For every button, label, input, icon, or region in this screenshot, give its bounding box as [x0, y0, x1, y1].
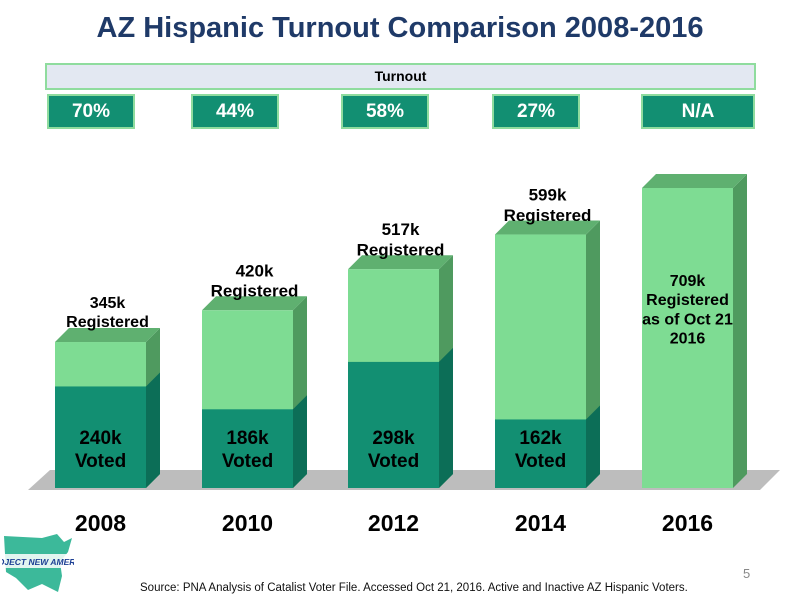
bar-voted-2010: [202, 409, 293, 488]
voted-label-2012: 298k Voted: [368, 428, 419, 472]
bar-voted-2008: [55, 386, 146, 488]
bar-side-2016: [733, 174, 747, 488]
bar-top-2008: [55, 328, 160, 343]
bar-top-2016: [642, 174, 747, 188]
svg-text:PROJECT NEW AMERICA: PROJECT NEW AMERICA: [2, 557, 74, 567]
bar-top-2010: [202, 296, 307, 311]
bar-voted-side-2014: [586, 405, 600, 488]
bar-voted-2012: [348, 361, 439, 488]
slide-title: AZ Hispanic Turnout Comparison 2008-2016: [96, 12, 704, 44]
turnout-value-2014: 27%: [492, 94, 580, 129]
registered-label-2008: 345k Registered: [66, 295, 149, 331]
voted-label-2008: 240k Voted: [75, 428, 126, 472]
bar-voted-side-2012: [439, 347, 453, 488]
year-label-2014: 2014: [515, 510, 566, 536]
bar-top-2012: [348, 255, 453, 270]
turnout-value-2016: N/A: [641, 94, 755, 129]
turnout-value-2008: 70%: [47, 94, 135, 129]
year-label-2010: 2010: [222, 510, 273, 536]
bar-voted-side-2008: [146, 372, 160, 488]
year-label-2016: 2016: [662, 510, 713, 536]
voted-label-2010: 186k Voted: [222, 428, 273, 472]
year-label-2012: 2012: [368, 510, 419, 536]
source-note: Source: PNA Analysis of Catalist Voter F…: [140, 582, 688, 594]
registered-label-2012: 517k Registered: [357, 220, 445, 259]
turnout-value-2012: 58%: [341, 94, 429, 129]
registered-label-2010: 420k Registered: [211, 261, 299, 300]
bar-voted-side-2010: [293, 395, 307, 488]
year-label-2008: 2008: [75, 510, 126, 536]
voted-label-2014: 162k Voted: [515, 428, 566, 472]
turnout-header: Turnout: [45, 63, 756, 90]
registered-label-2014: 599k Registered: [504, 186, 592, 225]
registered-label-2016: 709k Registered as of Oct 21 2016: [642, 273, 733, 348]
bar-top-2014: [495, 220, 600, 235]
bar-registered-2016: [642, 188, 733, 488]
project-new-america-logo: PROJECT NEW AMERICA: [2, 534, 74, 592]
page-number: 5: [743, 566, 751, 581]
turnout-value-2010: 44%: [191, 94, 279, 129]
bar-voted-2014: [495, 419, 586, 488]
